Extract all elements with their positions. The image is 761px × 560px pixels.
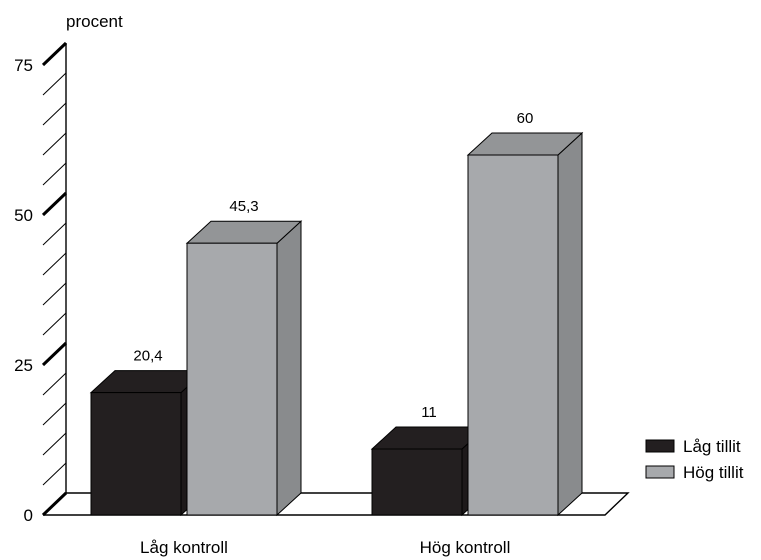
legend-label: Hög tillit [683, 463, 744, 482]
bar-front-face [371, 448, 463, 516]
major-tick [41, 491, 68, 517]
bar-value-label: 45,3 [229, 198, 258, 215]
minor-tick [42, 402, 67, 426]
bars: 20,4 45,3 11 60 [89, 110, 584, 517]
minor-tick [42, 312, 67, 336]
y-axis-ticks: 0 25 50 75 [14, 41, 68, 525]
bar-value-label: 11 [421, 404, 437, 421]
y-tick-label: 50 [14, 206, 33, 225]
bar-side-face [557, 131, 583, 517]
minor-tick [42, 282, 67, 306]
y-tick-label: 0 [24, 506, 33, 525]
legend: Låg tillit Hög tillit [645, 437, 744, 482]
minor-tick [42, 252, 67, 276]
bar-side-face [276, 220, 302, 517]
major-tick [41, 191, 68, 217]
category-label: Låg kontroll [140, 538, 228, 557]
major-tick [41, 41, 68, 67]
minor-tick [42, 102, 67, 126]
bar-value-label: 20,4 [133, 348, 162, 365]
minor-tick [42, 72, 67, 96]
category-label: Hög kontroll [420, 538, 511, 557]
major-tick [41, 341, 68, 367]
bar: 60 [466, 110, 584, 517]
minor-tick [42, 462, 67, 486]
legend-swatch [645, 465, 675, 479]
bar: 45,3 [185, 198, 303, 517]
y-axis-title: procent [66, 12, 123, 31]
minor-tick [42, 132, 67, 156]
y-tick-label: 75 [14, 56, 33, 75]
legend-swatch [645, 439, 675, 453]
bar-value-label: 60 [517, 110, 534, 127]
bar-front-face [467, 154, 559, 516]
minor-tick [42, 432, 67, 456]
minor-tick [42, 372, 67, 396]
bar-front-face [186, 242, 278, 516]
category-labels: Låg kontroll Hög kontroll [140, 538, 510, 557]
bar-front-face [90, 392, 182, 516]
minor-tick [42, 222, 67, 246]
minor-tick [42, 162, 67, 186]
legend-label: Låg tillit [683, 437, 741, 456]
y-tick-label: 25 [14, 356, 33, 375]
